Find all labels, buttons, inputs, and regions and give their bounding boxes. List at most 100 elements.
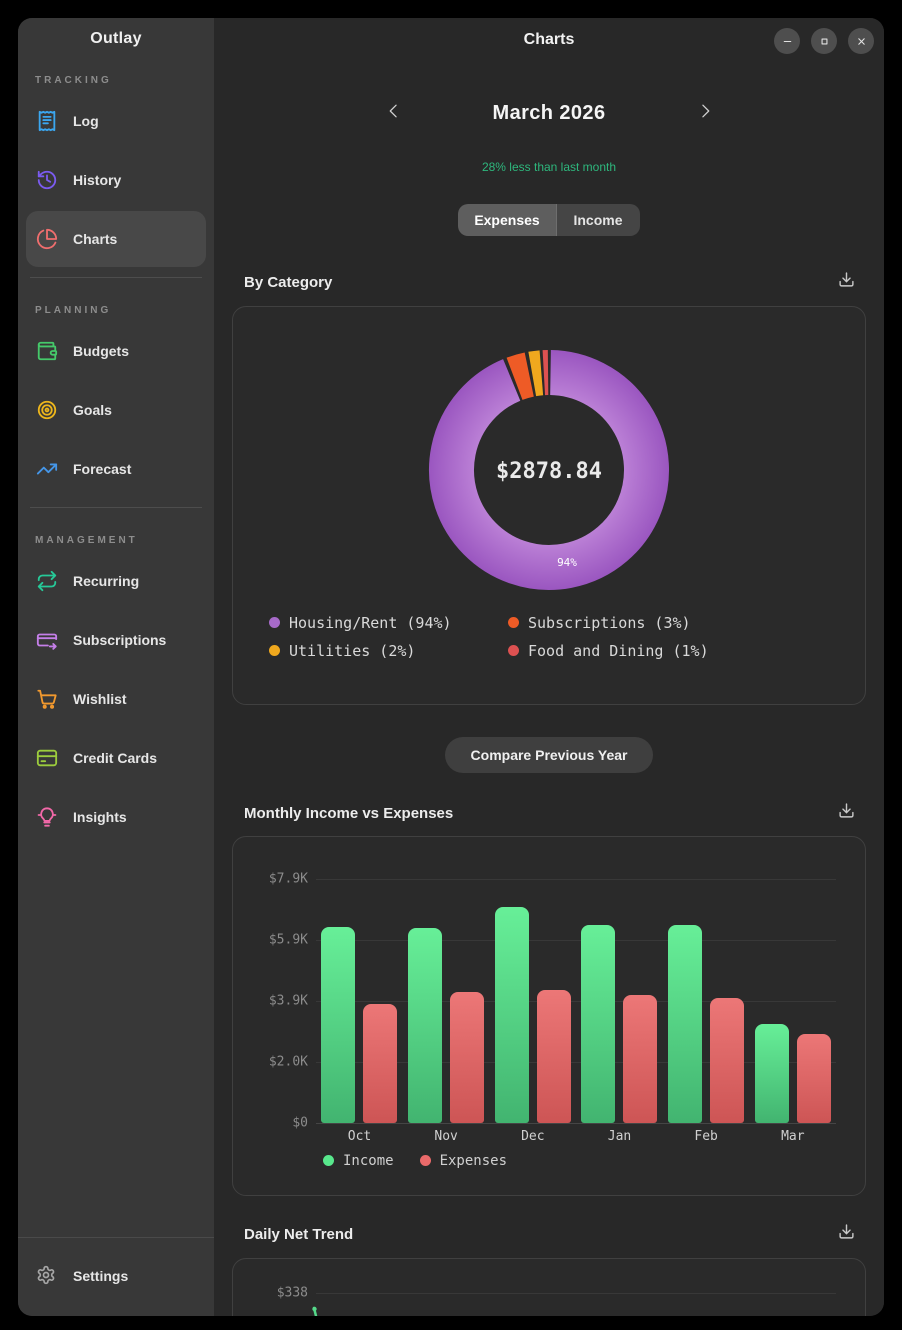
sidebar-item-budgets[interactable]: Budgets <box>26 323 206 379</box>
sidebar-item-credit-cards[interactable]: Credit Cards <box>26 730 206 786</box>
page-title: Charts <box>523 31 575 48</box>
sidebar-item-recurring[interactable]: Recurring <box>26 553 206 609</box>
prev-month-button[interactable] <box>382 101 406 125</box>
donut-slice-label: 94% <box>557 556 577 569</box>
daily-line-start-dot <box>312 1306 317 1312</box>
bar-legend-item-income: Income <box>323 1151 394 1170</box>
sidebar-item-label: Wishlist <box>73 691 127 707</box>
chevron-left-icon <box>384 101 404 126</box>
income-bar-dec <box>494 906 529 1123</box>
legend-label: Income <box>343 1152 394 1169</box>
sidebar-divider <box>30 507 202 508</box>
sidebar-item-subscriptions[interactable]: Subscriptions <box>26 612 206 668</box>
sidebar-item-label: Subscriptions <box>73 632 167 648</box>
card-arrow-icon <box>36 629 58 651</box>
donut-slice-subscriptions <box>506 352 535 400</box>
sidebar-settings-section: Settings <box>18 1237 214 1316</box>
bar-y-tick: $2.0K <box>268 1054 308 1070</box>
download-by-category-button[interactable] <box>836 272 856 292</box>
legend-dot <box>269 645 280 656</box>
donut-legend: Housing/Rent (94%) Subscriptions (3%) Util… <box>269 613 865 660</box>
compare-previous-year-button[interactable]: Compare Previous Year <box>445 737 653 773</box>
sidebar-nav: TRACKING Log History Charts PLANNING Budgets G… <box>18 75 214 845</box>
history-icon <box>36 169 58 191</box>
bar-legend-item-expenses: Expenses <box>419 1151 507 1170</box>
gear-icon <box>36 1265 58 1287</box>
legend-item-food-and-dining: Food and Dining (1%) <box>508 641 865 660</box>
sidebar-item-forecast[interactable]: Forecast <box>26 441 206 497</box>
app-window: Outlay TRACKING Log History Charts PLANNING B… <box>18 18 884 1316</box>
legend-item-subscriptions: Subscriptions (3%) <box>508 613 865 632</box>
toggle-option-expenses[interactable]: Expenses <box>458 204 557 236</box>
bar-x-label: Dec <box>521 1129 545 1144</box>
repeat-icon <box>36 570 58 592</box>
pie-icon <box>36 228 58 250</box>
sidebar-item-settings[interactable]: Settings <box>26 1248 206 1304</box>
sidebar-item-label: Forecast <box>73 461 132 477</box>
download-icon <box>838 1223 855 1245</box>
bar-chart-legend: Income Expenses <box>323 1151 507 1170</box>
sidebar-item-label: Settings <box>73 1268 129 1284</box>
legend-label: Subscriptions (3%) <box>528 613 691 632</box>
sidebar: Outlay TRACKING Log History Charts PLANNING B… <box>18 18 214 1316</box>
bar-y-tick: $7.9K <box>268 871 308 887</box>
daily-line-chart <box>312 1306 318 1316</box>
sidebar-item-history[interactable]: History <box>26 152 206 208</box>
bar-gridline <box>316 1123 836 1124</box>
sidebar-section-label: TRACKING <box>35 75 112 86</box>
legend-dot <box>323 1155 334 1166</box>
bar-y-tick: $5.9K <box>268 932 308 948</box>
income-bar-jan <box>581 925 616 1123</box>
daily-y-tick: $338 <box>276 1285 308 1301</box>
maximize-button[interactable] <box>811 28 837 54</box>
expenses-bar-feb <box>710 997 744 1123</box>
legend-label: Housing/Rent (94%) <box>289 613 452 632</box>
legend-item-housing-rent: Housing/Rent (94%) <box>269 613 508 632</box>
legend-dot <box>419 1155 431 1166</box>
minimize-button[interactable] <box>774 28 800 54</box>
download-icon <box>838 271 855 293</box>
daily-gridline <box>316 1293 836 1294</box>
sidebar-item-label: Budgets <box>73 343 129 359</box>
bar-x-label: Nov <box>434 1129 458 1144</box>
sidebar-item-label: Insights <box>73 809 127 825</box>
sidebar-item-log[interactable]: Log <box>26 93 206 149</box>
sidebar-divider <box>30 277 202 278</box>
legend-label: Utilities (2%) <box>289 641 416 660</box>
minimize-icon <box>781 35 794 48</box>
close-button[interactable] <box>848 28 874 54</box>
bar-gridline <box>316 1062 836 1063</box>
income-bar-oct <box>321 926 356 1123</box>
sidebar-item-insights[interactable]: Insights <box>26 789 206 845</box>
window-controls <box>774 28 874 54</box>
main-panel: Charts March 2026 28% less than last mon… <box>214 18 884 1316</box>
legend-label: Food and Dining (1%) <box>528 641 709 660</box>
sidebar-item-label: Credit Cards <box>73 750 158 766</box>
close-icon <box>855 35 868 48</box>
app-title: Outlay <box>90 30 142 47</box>
bar-gridline <box>316 879 836 880</box>
lightbulb-icon <box>36 806 58 828</box>
wallet-icon <box>36 340 58 362</box>
toggle-option-income[interactable]: Income <box>573 212 623 228</box>
target-icon <box>36 399 58 421</box>
sidebar-item-label: Charts <box>73 231 118 247</box>
next-month-button[interactable] <box>693 101 717 125</box>
sidebar-item-goals[interactable]: Goals <box>26 382 206 438</box>
chevron-right-icon <box>695 101 715 126</box>
expenses-income-toggle: Expenses Income <box>458 204 640 236</box>
maximize-icon <box>818 35 831 48</box>
sidebar-item-label: History <box>73 172 122 188</box>
legend-item-utilities: Utilities (2%) <box>269 641 508 660</box>
by-category-header: By Category <box>244 272 856 292</box>
income-bar-feb <box>668 925 702 1123</box>
sidebar-item-label: Log <box>73 113 99 129</box>
download-daily-button[interactable] <box>836 1224 856 1244</box>
bar-gridline <box>316 940 836 941</box>
bar-y-tick: $3.9K <box>268 993 308 1009</box>
download-monthly-button[interactable] <box>836 803 856 823</box>
receipt-icon <box>36 110 58 132</box>
daily-header: Daily Net Trend <box>244 1224 856 1244</box>
sidebar-item-wishlist[interactable]: Wishlist <box>26 671 206 727</box>
sidebar-item-charts[interactable]: Charts <box>26 211 206 267</box>
